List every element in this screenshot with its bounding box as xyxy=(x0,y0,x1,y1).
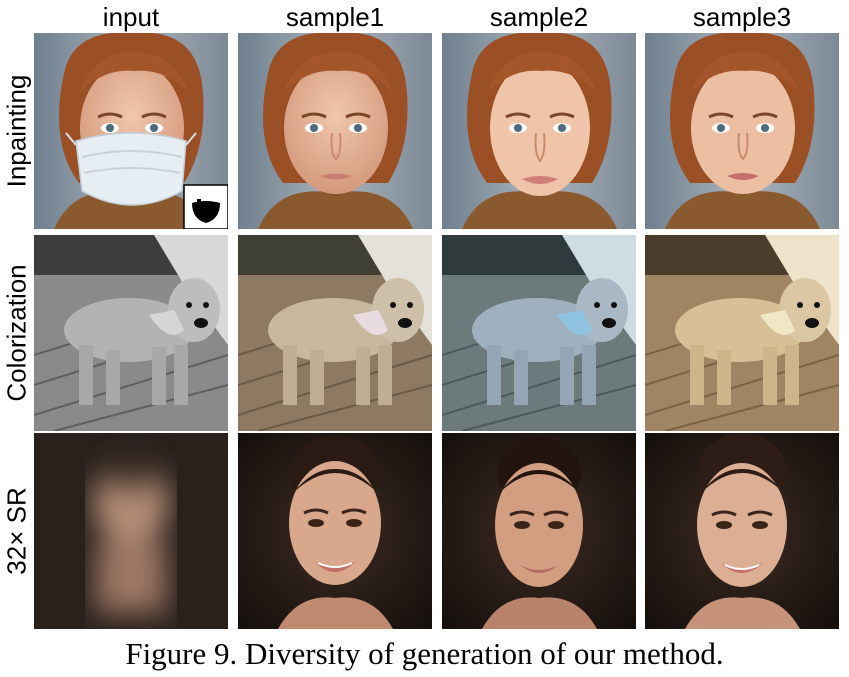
colorization-sample3-image xyxy=(645,235,839,431)
column-header-sample2: sample2 xyxy=(489,2,589,32)
sr-sample2-image xyxy=(442,433,636,629)
sr-sample1-image xyxy=(238,433,432,629)
column-header-input: input xyxy=(102,2,160,32)
column-header-sample1: sample1 xyxy=(285,2,385,32)
row-label-colorization: Colorization xyxy=(1,264,32,402)
figure-caption: Figure 9. Diversity of generation of our… xyxy=(125,636,724,671)
sr-sample3-image xyxy=(645,433,839,629)
inpainting-sample3-image xyxy=(645,33,839,229)
colorization-sample2-image xyxy=(442,235,636,431)
column-header-sample3: sample3 xyxy=(692,2,792,32)
colorization-input-image xyxy=(34,235,228,431)
row-label-inpainting: Inpainting xyxy=(1,74,32,188)
inpainting-sample1-image xyxy=(238,33,432,229)
sr-input-image xyxy=(34,433,228,629)
colorization-sample1-image xyxy=(238,235,432,431)
row-label-super-resolution: 32× SR xyxy=(1,487,32,575)
inpainting-sample2-image xyxy=(442,33,636,229)
inpainting-input-image xyxy=(34,33,228,229)
